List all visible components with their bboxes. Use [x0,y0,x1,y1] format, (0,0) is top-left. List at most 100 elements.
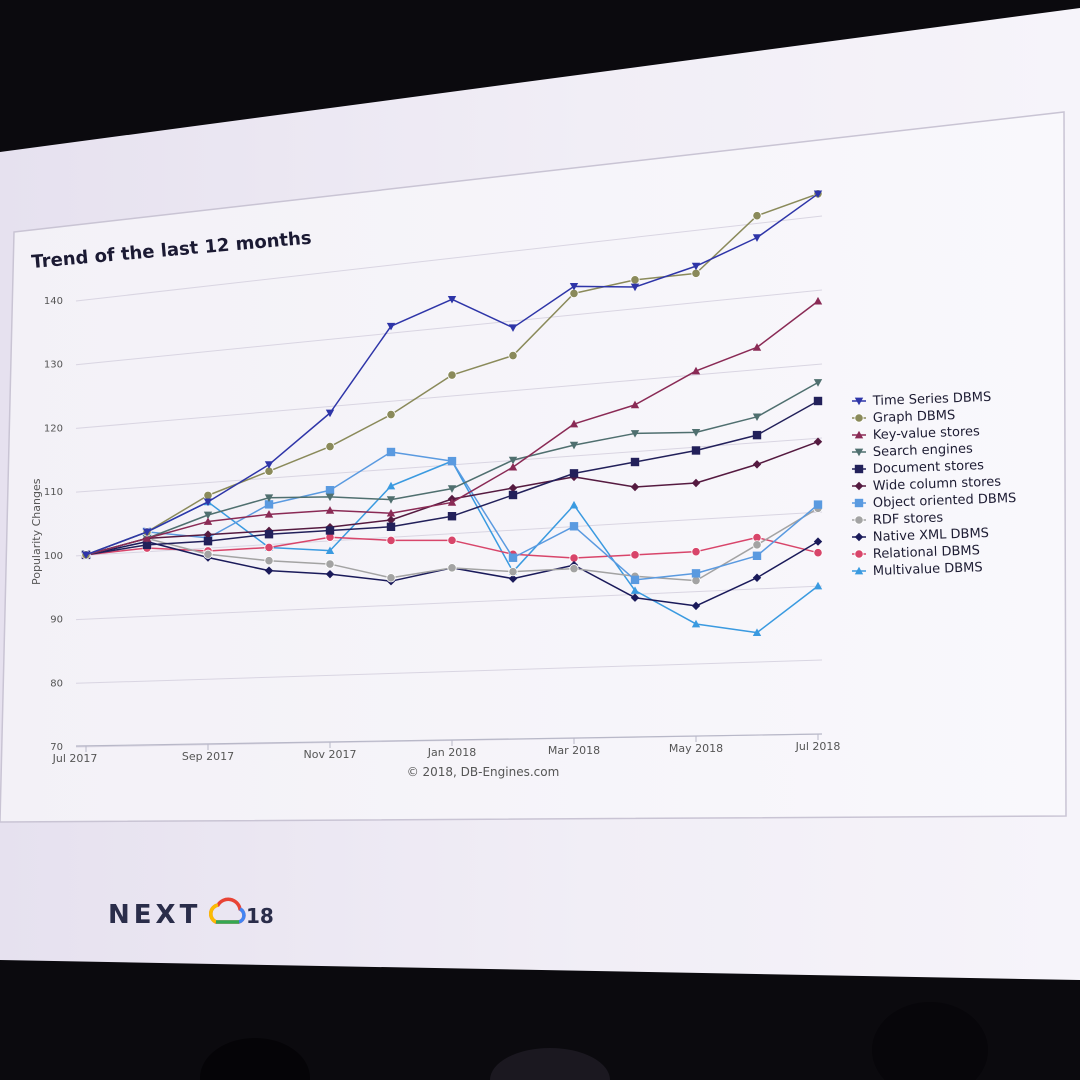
data-point [325,506,335,514]
data-point [447,485,457,493]
legend-item: Graph DBMS [852,408,955,426]
y-tick-label: 140 [44,296,63,307]
legend-label: Relational DBMS [873,543,981,562]
data-point [508,483,518,493]
legend-label: RDF stores [873,511,944,528]
data-point [752,343,762,351]
legend-item: RDF stores [852,511,944,528]
x-tick-label: Jul 2018 [795,740,841,753]
data-point [630,275,640,285]
data-point [752,573,762,582]
legend-marker [854,566,864,575]
series-search-engines [81,379,823,560]
legend-item: Multivalue DBMS [852,560,983,579]
data-point [81,551,91,560]
legend-item: Time Series DBMS [852,390,992,409]
y-tick-label: 100 [44,551,63,562]
y-tick-label: 70 [50,742,63,753]
x-tick-label: Jan 2018 [427,746,476,759]
data-point [386,522,396,531]
data-point [508,456,518,465]
data-point [630,400,640,409]
series-lines [81,189,823,636]
data-point [203,498,213,507]
data-point [630,457,640,467]
logo-year: 18 [246,904,274,928]
data-point [630,586,640,594]
data-point [325,559,335,569]
grid-line [75,585,823,621]
legend-item: Native XML DBMS [852,526,989,545]
data-point [142,540,152,550]
grid-line [75,289,823,366]
y-tick-label: 110 [44,487,63,498]
legend-marker [854,498,864,508]
data-point [325,441,335,452]
data-point [386,447,396,457]
data-point [569,419,579,428]
data-point [752,460,762,469]
y-tick-label: 130 [44,360,63,371]
data-point [508,553,518,562]
data-point [630,283,640,292]
legend-marker [854,448,864,457]
data-point [630,550,640,560]
data-point [264,530,274,539]
x-axis-line [75,733,823,747]
data-point [386,496,396,504]
data-point [508,567,518,577]
legend-label: Multivalue DBMS [873,560,983,579]
y-tick-label: 90 [50,615,63,626]
next-logo: NEXT 18 [108,897,274,930]
legend-item: Relational DBMS [852,543,980,562]
legend-label: Graph DBMS [873,408,956,426]
x-axis-ticks: Jul 2017 Sep 2017 Nov 2017 Jan 2018 Mar 2018… [52,734,841,765]
data-point [447,563,457,573]
data-point [325,526,335,535]
x-tick-label: Mar 2018 [548,744,600,757]
data-point [508,324,518,332]
legend-label: Search engines [873,442,974,460]
data-point [691,446,701,455]
data-point [386,322,396,331]
data-point [569,500,579,509]
data-point [630,482,640,492]
data-point [386,535,396,546]
data-point [264,494,274,502]
data-point [691,569,701,578]
data-point [569,564,579,574]
data-point [508,462,518,471]
data-point [325,569,335,579]
data-point [630,575,640,585]
data-point [264,556,274,566]
data-point [264,510,274,518]
data-point [447,456,457,466]
legend-marker [854,515,864,525]
data-point [447,370,457,380]
data-point [691,262,701,271]
data-point [203,517,213,525]
cloud-icon [209,897,246,924]
data-point [203,490,213,500]
data-point [813,437,823,446]
legend-item: Key-value stores [852,424,980,443]
data-point [447,498,457,506]
legend-label: Document stores [873,458,985,477]
data-point [813,296,823,305]
data-point [691,547,701,557]
data-point [691,575,701,586]
data-point [386,515,396,525]
legend-item: Search engines [852,442,973,460]
legend-marker [854,481,864,491]
audience-silhouettes [200,1002,988,1080]
data-point [264,500,274,509]
data-point [447,512,457,521]
legend-label: Key-value stores [873,424,981,443]
data-point [813,379,823,387]
data-point [691,429,701,437]
slide-panel [0,111,1067,823]
grid-line [75,659,823,684]
data-point [813,537,823,546]
